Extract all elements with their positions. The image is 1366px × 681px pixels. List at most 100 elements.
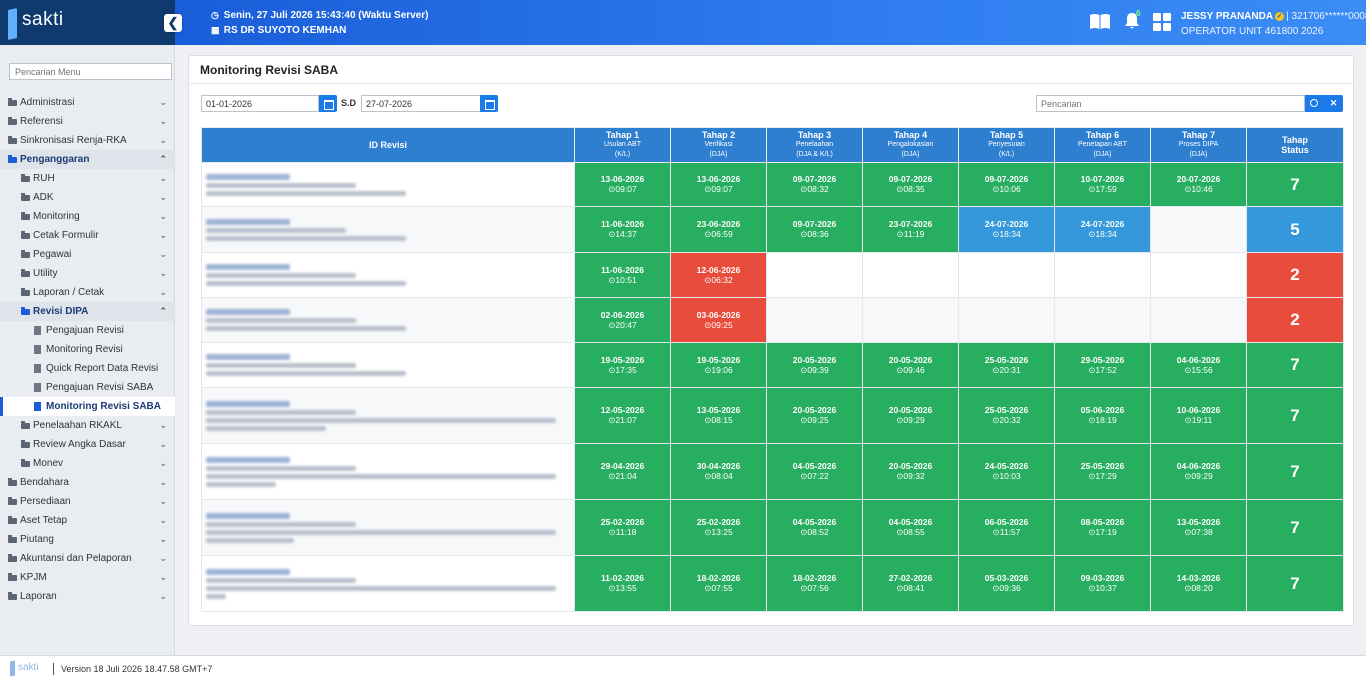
redacted-text	[206, 326, 406, 331]
sidebar-item-revisi-dipa[interactable]: Revisi DIPA ⌃	[0, 302, 175, 321]
stage-time: ⊙08:20	[1184, 583, 1213, 593]
book-icon[interactable]	[1089, 13, 1111, 30]
stage-cell: 25-02-2026 ⊙13:25	[670, 499, 767, 556]
bell-icon[interactable]	[1123, 12, 1141, 30]
sidebar-collapse-button[interactable]: ❮	[164, 14, 182, 32]
column-header-stage[interactable]: Tahap 6 Penetapan ABT (DJA)	[1054, 127, 1151, 163]
revision-id-cell[interactable]	[201, 162, 575, 207]
sidebar-item-referensi[interactable]: Referensi ⌄	[0, 112, 175, 131]
sidebar-item-kpjm[interactable]: KPJM ⌄	[0, 568, 175, 587]
clock-icon: ⊙	[704, 319, 712, 330]
stage-cell: 23-06-2026 ⊙06:59	[670, 206, 767, 253]
date-to-calendar-button[interactable]	[480, 95, 498, 112]
clock-icon: ⊙	[608, 415, 616, 425]
column-header-stage[interactable]: Tahap 1 Usulan ABT (K/L)	[574, 127, 671, 163]
sidebar-item-persediaan[interactable]: Persediaan ⌄	[0, 492, 175, 511]
stage-time: ⊙11:19	[896, 229, 925, 239]
stage-cell: 12-06-2026 ⊙06:32	[670, 252, 767, 298]
sidebar-item-pengajuan-revisi[interactable]: Pengajuan Revisi	[0, 321, 175, 340]
stage-date: 19-05-2026	[696, 354, 741, 365]
folder-icon	[8, 573, 17, 581]
redacted-text	[206, 593, 226, 599]
stage-time: ⊙07:38	[1184, 527, 1213, 537]
search-input[interactable]	[1036, 95, 1305, 112]
revision-id-cell[interactable]	[201, 252, 575, 298]
table-row[interactable]: 12-05-2026 ⊙21:07 13-05-2026 ⊙08:15 20-05-20…	[201, 387, 1344, 444]
sidebar-item-monitoring-revisi[interactable]: Monitoring Revisi	[0, 340, 175, 359]
redacted-text	[206, 400, 290, 407]
stage-cell: 13-05-2026 ⊙07:38	[1150, 499, 1247, 556]
table-row[interactable]: 29-04-2026 ⊙21:04 30-04-2026 ⊙08:04 04-05-20…	[201, 443, 1344, 500]
clock-icon: ⊙	[1088, 364, 1096, 375]
column-header-stage[interactable]: Tahap 5 Penyesuian (K/L)	[958, 127, 1055, 163]
sidebar-item-pengajuan-revisi-saba[interactable]: Pengajuan Revisi SABA	[0, 378, 175, 397]
revision-id-cell[interactable]	[201, 297, 575, 343]
chevron-down-icon: ⌄	[159, 268, 167, 278]
revision-id-cell[interactable]	[201, 387, 575, 444]
sidebar-item-laporan-cetak[interactable]: Laporan / Cetak ⌄	[0, 283, 175, 302]
revision-id-cell[interactable]	[201, 206, 575, 253]
date-from-calendar-button[interactable]	[319, 95, 337, 112]
date-to-input[interactable]	[361, 95, 481, 112]
sidebar-item-pegawai[interactable]: Pegawai ⌄	[0, 245, 175, 264]
clock-icon: ⊙	[704, 583, 712, 593]
column-header-stage[interactable]: Tahap 7 Proses DIPA (DJA)	[1150, 127, 1247, 163]
revision-table: ID Revisi Tahap 1 Usulan ABT (K/L) Tahap 2…	[201, 127, 1344, 612]
menu-search-input[interactable]	[9, 63, 172, 80]
page-title: Monitoring Revisi SABA	[200, 63, 339, 77]
clock-icon: ⊙	[704, 274, 712, 285]
column-header-stage[interactable]: Tahap 4 Pengalokasian (DJA)	[862, 127, 959, 163]
sidebar-item-piutang[interactable]: Piutang ⌄	[0, 530, 175, 549]
sakti-logo-icon	[8, 8, 17, 40]
sidebar-item-review-angka-dasar[interactable]: Review Angka Dasar ⌄	[0, 435, 175, 454]
apps-grid-icon[interactable]	[1153, 13, 1171, 31]
sidebar-item-utility[interactable]: Utility ⌄	[0, 264, 175, 283]
sidebar-item-sinkronisasi[interactable]: Sinkronisasi Renja-RKA ⌄	[0, 131, 175, 150]
sidebar-item-aset-tetap[interactable]: Aset Tetap ⌄	[0, 511, 175, 530]
column-header-status[interactable]: Tahap Status	[1246, 127, 1344, 163]
chevron-down-icon: ⌄	[159, 458, 167, 468]
sidebar-item-administrasi[interactable]: Administrasi ⌄	[0, 93, 175, 112]
clear-search-button[interactable]: ✕	[1324, 95, 1343, 112]
sidebar-item-penelaahan-rkakl[interactable]: Penelaahan RKAKL ⌄	[0, 416, 175, 435]
table-row[interactable]: 02-06-2026 ⊙20:47 03-06-2026 ⊙09:25 2	[201, 297, 1344, 343]
sidebar-item-penganggaran[interactable]: Penganggaran ⌃	[0, 150, 175, 169]
clock-icon: ⊙	[608, 364, 616, 375]
clock-icon: ⊙	[992, 229, 1000, 239]
revision-id-cell[interactable]	[201, 555, 575, 612]
sidebar-item-quick-report[interactable]: Quick Report Data Revisi	[0, 359, 175, 378]
sidebar-item-monitoring-revisi-saba[interactable]: Monitoring Revisi SABA	[0, 397, 175, 416]
column-header-stage[interactable]: Tahap 3 Penelaahan (DJA & K/L)	[766, 127, 863, 163]
app-logo[interactable]: sakti	[0, 0, 175, 45]
date-from-input[interactable]	[201, 95, 319, 112]
sidebar-item-monitoring[interactable]: Monitoring ⌄	[0, 207, 175, 226]
revision-id-cell[interactable]	[201, 443, 575, 500]
table-row[interactable]: 11-06-2026 ⊙14:37 23-06-2026 ⊙06:59 09-07-20…	[201, 206, 1344, 253]
sidebar-item-cetak-formulir[interactable]: Cetak Formulir ⌄	[0, 226, 175, 245]
sidebar-item-laporan[interactable]: Laporan ⌄	[0, 587, 175, 606]
stage-time: ⊙08:52	[800, 527, 829, 537]
column-header-stage[interactable]: Tahap 2 Verifikasi (DJA)	[670, 127, 767, 163]
revision-id-cell[interactable]	[201, 342, 575, 388]
stage-time: ⊙10:03	[992, 471, 1021, 481]
search-button[interactable]	[1305, 95, 1324, 112]
revision-id-cell[interactable]	[201, 499, 575, 556]
table-row[interactable]: 25-02-2026 ⊙11:18 25-02-2026 ⊙13:25 04-05-20…	[201, 499, 1344, 556]
redacted-text	[206, 465, 356, 471]
table-row[interactable]: 19-05-2026 ⊙17:35 19-05-2026 ⊙19:06 20-05-20…	[201, 342, 1344, 388]
table-row[interactable]: 11-06-2026 ⊙10:51 12-06-2026 ⊙06:32 2	[201, 252, 1344, 298]
sidebar: Administrasi⌄ Referensi⌄ Sinkronisasi Re…	[0, 45, 175, 655]
status-badge: 7	[1246, 342, 1344, 388]
clock-icon: ⊙	[608, 229, 616, 239]
sidebar-item-ruh[interactable]: RUH ⌄	[0, 169, 175, 188]
redacted-text	[206, 417, 556, 423]
table-row[interactable]: 11-02-2026 ⊙13:55 18-02-2026 ⊙07:55 18-02-20…	[201, 555, 1344, 612]
sidebar-item-adk[interactable]: ADK ⌄	[0, 188, 175, 207]
sidebar-item-monev[interactable]: Monev ⌄	[0, 454, 175, 473]
stage-date: 09-03-2026	[1080, 573, 1125, 583]
sidebar-item-akuntansi[interactable]: Akuntansi dan Pelaporan ⌄	[0, 549, 175, 568]
column-header-id[interactable]: ID Revisi	[201, 127, 575, 163]
sidebar-item-bendahara[interactable]: Bendahara ⌄	[0, 473, 175, 492]
stage-cell: 06-05-2026 ⊙11:57	[958, 499, 1055, 556]
table-row[interactable]: 13-06-2026 ⊙09:07 13-06-2026 ⊙09:07 09-07-20…	[201, 162, 1344, 207]
